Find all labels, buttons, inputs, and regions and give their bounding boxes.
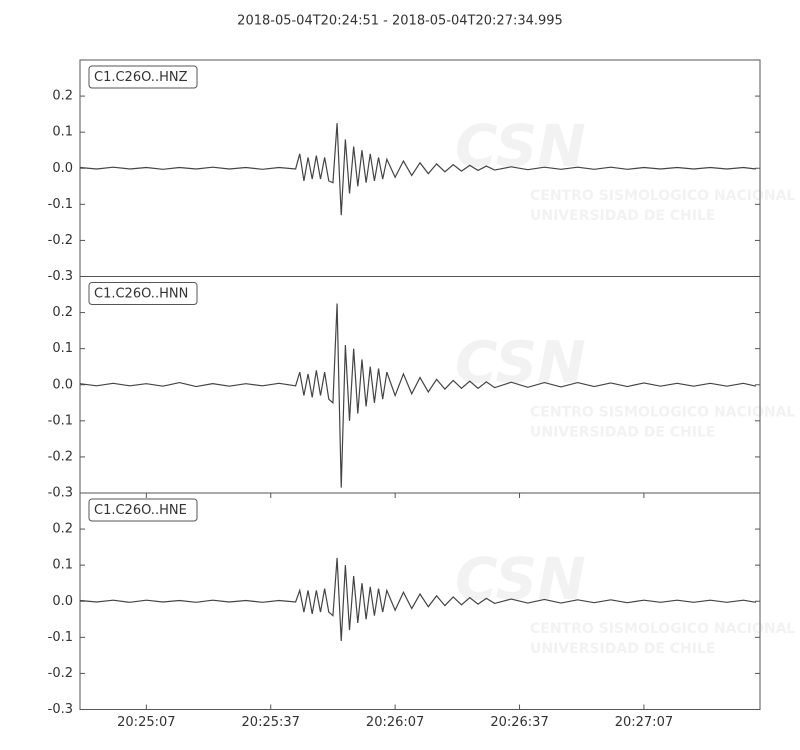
y-tick-label: -0.1 [48, 413, 73, 428]
y-tick-label: 0.2 [52, 89, 73, 104]
watermark-text: UNIVERSIDAD DE CHILE [530, 425, 715, 441]
y-tick-label: -0.3 [48, 269, 73, 284]
y-tick-label: -0.1 [48, 197, 73, 212]
trace-label: C1.C26O..HNZ [94, 70, 188, 85]
trace-label-box [88, 65, 198, 89]
watermark-logo: CSN [455, 545, 586, 613]
watermark-logo: CSN [455, 112, 586, 180]
trace-label-box [88, 498, 198, 522]
waveform [79, 123, 756, 216]
y-tick-label: 0.2 [52, 305, 73, 320]
y-tick-label: 0.0 [52, 377, 73, 392]
watermark-text: CENTRO SISMOLOGICO NACIONAL [530, 188, 795, 204]
y-tick-label: -0.3 [48, 486, 73, 501]
y-tick-label: -0.2 [48, 233, 73, 248]
watermark-text: UNIVERSIDAD DE CHILE [530, 208, 715, 224]
y-tick-label: -0.2 [48, 666, 73, 681]
x-tick-label: 20:25:07 [117, 715, 175, 730]
trace-label-box [88, 282, 198, 305]
x-tick-label: 20:25:37 [242, 715, 300, 730]
y-tick-label: 0.0 [52, 594, 73, 609]
y-tick-label: 0.1 [52, 125, 73, 140]
trace-panel: CSN CENTRO SISMOLOGICO NACIONAL UNIVERSIDA… [48, 492, 795, 730]
waveform [79, 557, 756, 641]
panel-frame [79, 276, 761, 494]
y-tick-label: 0.1 [52, 558, 73, 573]
trace-panel: CSN CENTRO SISMOLOGICO NACIONAL UNIVERSIDA… [48, 276, 795, 501]
y-tick-label: -0.1 [48, 630, 73, 645]
x-tick-label: 20:27:07 [615, 715, 673, 730]
y-tick-label: 0.1 [52, 341, 73, 356]
trace-panel: CSN CENTRO SISMOLOGICO NACIONAL UNIVERSIDA… [48, 59, 795, 284]
y-tick-label: 0.2 [52, 522, 73, 537]
watermark-text: CENTRO SISMOLOGICO NACIONAL [530, 621, 795, 637]
waveform [79, 303, 757, 488]
figure-title: 2018-05-04T20:24:51 - 2018-05-04T20:27:3… [237, 14, 563, 29]
trace-label: C1.C26O..HNN [94, 287, 188, 302]
y-tick-label: -0.2 [48, 449, 73, 464]
trace-label: C1.C26O..HNE [94, 503, 187, 518]
watermark-text: CENTRO SISMOLOGICO NACIONAL [530, 405, 795, 421]
y-tick-label: 0.0 [52, 161, 73, 176]
y-tick-label: -0.3 [48, 702, 73, 717]
watermark-logo: CSN [455, 329, 586, 397]
x-tick-label: 20:26:07 [366, 715, 424, 730]
watermark-text: UNIVERSIDAD DE CHILE [530, 641, 715, 657]
x-tick-label: 20:26:37 [490, 715, 548, 730]
